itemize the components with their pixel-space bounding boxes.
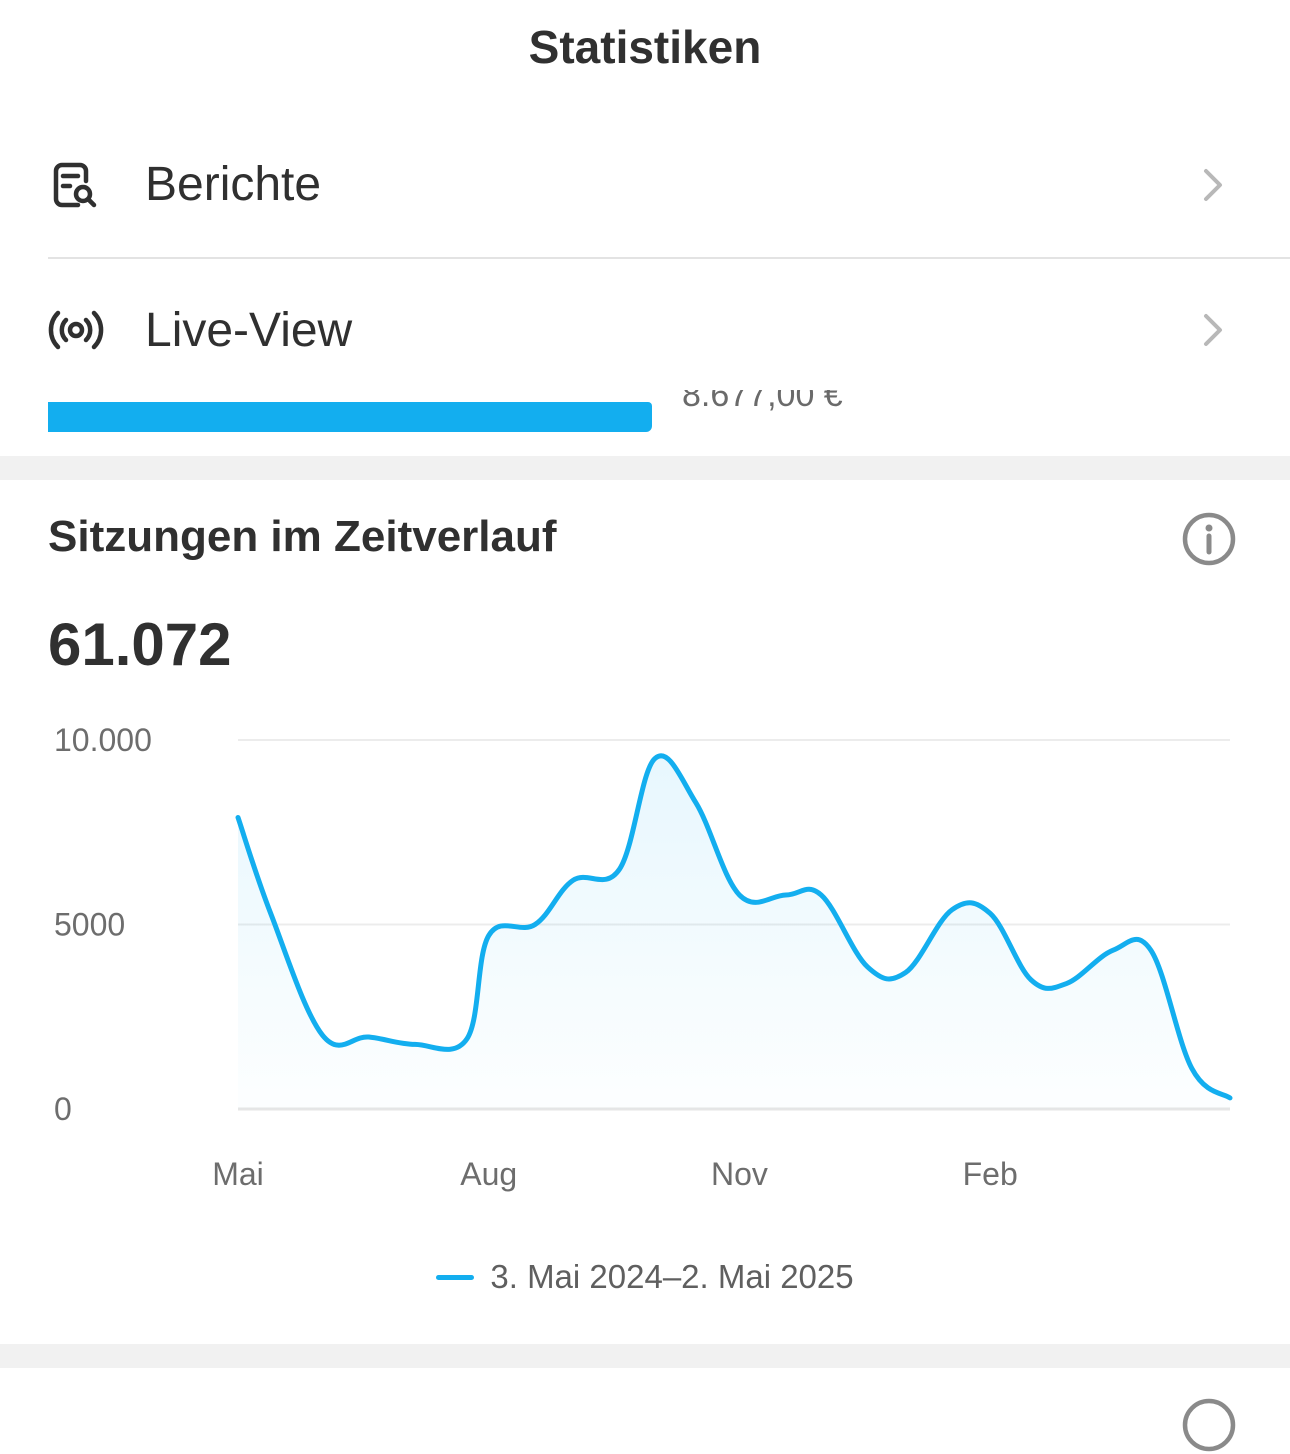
header: Statistiken [0, 0, 1290, 100]
x-tick-label: Aug [460, 1156, 517, 1192]
nav-item-berichte[interactable]: Berichte [48, 112, 1290, 259]
partial-bar-row: 8.677,00 € [0, 390, 1290, 456]
x-tick-label: Mai [212, 1156, 264, 1192]
info-icon[interactable] [1180, 510, 1238, 568]
nav-item-label: Live-View [145, 303, 353, 357]
section-divider [0, 456, 1290, 480]
card-title: Sitzungen im Zeitverlauf [48, 512, 557, 561]
x-tick-label: Nov [711, 1156, 768, 1192]
x-tick-label: Feb [963, 1156, 1018, 1192]
y-tick-label: 0 [54, 1091, 72, 1127]
sessions-line-chart: 10.000 5000 0 Mai Aug Nov Feb [54, 722, 1233, 1192]
chevron-right-icon [1204, 314, 1222, 346]
total-value: 61.072 [48, 611, 232, 678]
chevron-right-icon [1204, 168, 1222, 201]
nav-item-live-view[interactable]: Live-View [48, 259, 1290, 401]
legend-label: 3. Mai 2024–2. Mai 2025 [490, 1258, 854, 1295]
progress-bar [48, 402, 652, 432]
report-search-icon [48, 155, 108, 215]
chart-legend: 3. Mai 2024–2. Mai 2025 [0, 1258, 1290, 1296]
y-tick-label: 5000 [54, 907, 125, 943]
broadcast-icon [48, 300, 108, 360]
page-title: Statistiken [528, 21, 762, 73]
series-area [238, 755, 1230, 1109]
legend-swatch [436, 1274, 475, 1280]
bar-value: 8.677,00 € [682, 390, 843, 414]
series-line [235, 753, 1233, 1101]
nav-item-label: Berichte [145, 158, 322, 211]
section-divider [0, 1344, 1290, 1368]
info-icon[interactable] [1180, 1396, 1238, 1454]
y-tick-label: 10.000 [54, 722, 152, 758]
